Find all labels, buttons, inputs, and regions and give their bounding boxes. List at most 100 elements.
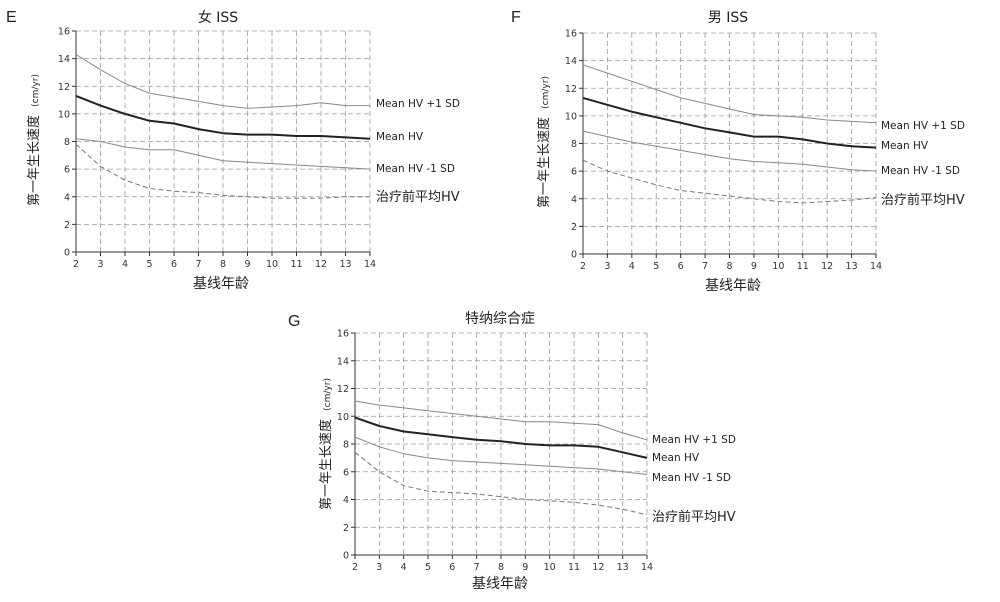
y-tick-label: 10 (58, 109, 70, 120)
x-tick-label: 4 (401, 562, 407, 573)
x-tick-label: 5 (653, 261, 659, 272)
y-axis-label: 第一年生长速度 (318, 419, 334, 510)
series-label-minus1sd: Mean HV -1 SD (652, 472, 731, 484)
y-tick-label: 6 (343, 467, 349, 478)
x-tick-label: 7 (195, 259, 201, 270)
y-tick-label: 0 (64, 248, 70, 259)
x-tick-label: 14 (870, 261, 882, 272)
y-axis-unit: (cm/yr) (541, 76, 551, 109)
panel-g: G 特纳综合症 基线年龄 第一年生长速度 (cm/yr) Mean HV +1 … (288, 311, 736, 592)
svg-text:第一年生长速度 (cm/yr): 第一年生长速度 (cm/yr) (318, 378, 334, 510)
y-tick-label: 12 (58, 82, 70, 93)
x-tick-label: 14 (641, 562, 653, 573)
panel-letter: G (288, 313, 300, 330)
x-tick-label: 5 (425, 562, 431, 573)
y-tick-label: 8 (64, 137, 70, 148)
x-tick-label: 7 (702, 261, 708, 272)
series-line (354, 436, 648, 475)
series-line (582, 130, 877, 172)
y-tick-label: 0 (343, 551, 349, 562)
series-label-pretreatment: 治疗前平均HV (376, 189, 460, 205)
x-axis-label: 基线年龄 (705, 277, 761, 294)
y-tick-label: 10 (565, 111, 577, 122)
series-line (75, 54, 370, 109)
x-tick-label: 12 (592, 562, 604, 573)
y-tick-label: 16 (337, 329, 349, 340)
y-tick-label: 0 (571, 250, 577, 261)
x-tick-label: 8 (498, 562, 504, 573)
y-tick-label: 6 (64, 165, 70, 176)
series-line (354, 451, 648, 516)
y-tick-label: 2 (64, 220, 70, 231)
x-tick-label: 8 (726, 261, 732, 272)
y-tick-label: 8 (571, 139, 577, 150)
x-tick-label: 13 (846, 261, 858, 272)
x-tick-label: 11 (290, 259, 302, 270)
svg-text:第一年生长速度 (cm/yr): 第一年生长速度 (cm/yr) (26, 74, 42, 206)
x-tick-label: 2 (580, 261, 586, 272)
x-tick-label: 13 (617, 562, 629, 573)
x-tick-label: 4 (122, 259, 128, 270)
y-tick-label: 16 (58, 27, 70, 38)
y-tick-label: 14 (565, 56, 577, 67)
x-tick-label: 4 (629, 261, 635, 272)
series-line (582, 96, 877, 149)
y-tick-label: 6 (571, 167, 577, 178)
x-tick-label: 11 (568, 562, 580, 573)
chart-title: 女 ISS (198, 9, 238, 26)
x-tick-label: 14 (364, 259, 376, 270)
chart-title: 特纳综合症 (465, 311, 535, 327)
series-line (75, 138, 371, 170)
y-tick-label: 14 (337, 356, 349, 367)
series-label-minus1sd: Mean HV -1 SD (376, 163, 455, 175)
x-tick-label: 10 (772, 261, 784, 272)
series-label-plus1sd: Mean HV +1 SD (376, 98, 460, 110)
series-line (75, 94, 371, 140)
y-tick-label: 4 (343, 495, 349, 506)
x-tick-label: 5 (146, 259, 152, 270)
series-label-pretreatment: 治疗前平均HV (652, 509, 736, 525)
series-line (75, 143, 370, 199)
x-tick-label: 10 (266, 259, 278, 270)
panel-letter: F (511, 9, 521, 26)
x-tick-label: 3 (376, 562, 382, 573)
series-label-plus1sd: Mean HV +1 SD (881, 120, 965, 132)
x-axis-label: 基线年龄 (193, 275, 249, 292)
x-tick-label: 2 (352, 562, 358, 573)
svg-text:第一年生长速度 (cm/yr): 第一年生长速度 (cm/yr) (536, 76, 552, 208)
x-tick-label: 12 (315, 259, 327, 270)
y-tick-label: 12 (337, 384, 349, 395)
x-tick-label: 8 (220, 259, 226, 270)
x-tick-label: 11 (797, 261, 809, 272)
panel-f: F 男 ISS 基线年龄 第一年生长速度 (cm/yr) Mean HV +1 … (511, 9, 965, 294)
x-tick-label: 10 (544, 562, 556, 573)
x-tick-label: 9 (244, 259, 250, 270)
y-axis-unit: (cm/yr) (323, 378, 333, 411)
y-tick-label: 16 (565, 29, 577, 40)
x-tick-label: 12 (821, 261, 833, 272)
series-label-plus1sd: Mean HV +1 SD (652, 434, 736, 446)
panel-letter: E (6, 9, 17, 26)
x-tick-label: 2 (73, 259, 79, 270)
panel-e: E 女 ISS 基线年龄 第一年生长速度 (cm/yr) Mean HV +1 … (6, 9, 460, 292)
chart-title: 男 ISS (708, 10, 748, 26)
x-tick-label: 6 (171, 259, 177, 270)
x-tick-label: 7 (474, 562, 480, 573)
y-tick-label: 10 (337, 412, 349, 423)
y-tick-label: 4 (64, 192, 70, 203)
y-tick-label: 14 (58, 54, 70, 65)
y-tick-label: 4 (571, 194, 577, 205)
x-tick-label: 6 (678, 261, 684, 272)
y-tick-label: 8 (343, 440, 349, 451)
series-label-mean: Mean HV (652, 452, 700, 464)
x-tick-label: 3 (604, 261, 610, 272)
y-tick-label: 2 (571, 222, 577, 233)
series-label-mean: Mean HV (376, 131, 424, 143)
y-axis-label: 第一年生长速度 (536, 117, 552, 208)
x-tick-label: 9 (751, 261, 757, 272)
series-line (582, 159, 877, 204)
